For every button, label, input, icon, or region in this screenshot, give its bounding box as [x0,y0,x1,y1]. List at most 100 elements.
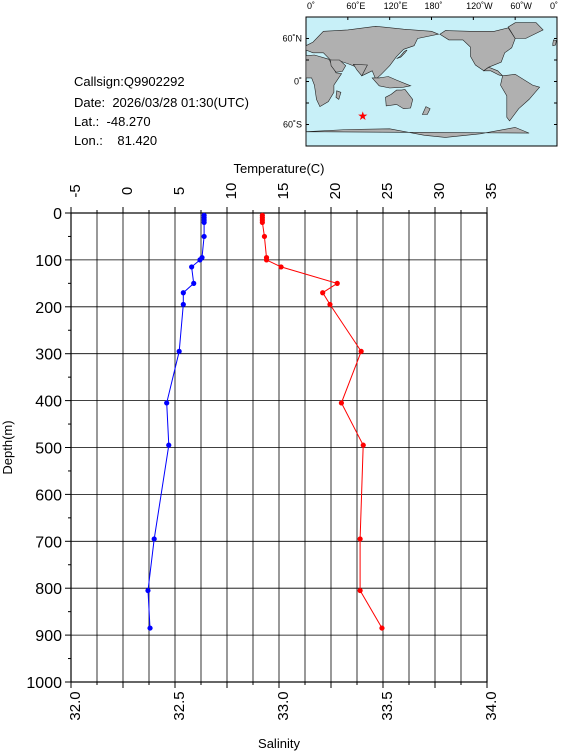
map-lon-label: 180˚ [424,1,442,11]
temperature-tick-label: 10 [223,183,240,200]
temperature-axis-title: Temperature(C) [233,161,324,176]
series-layer [145,212,385,631]
japan-shape [396,49,408,59]
salinity-point [151,536,157,542]
callsign-value: Q9902292 [123,74,185,89]
salinity-point [147,625,153,631]
temperature-point [379,625,385,631]
northamerica-shape [439,27,516,72]
salinity-point [166,442,172,448]
temperature-point [263,257,270,263]
depth-tick-label: 400 [35,394,62,411]
temperature-tick-label: 5 [171,187,188,195]
salinity-point [197,257,203,263]
antarctica-shape [305,127,530,146]
lon-label: Lon.: [74,133,103,148]
salinity-tick-label: 34.0 [483,691,500,720]
depth-tick-label: 200 [35,300,62,317]
salinity-tick-label: 32.5 [171,691,188,720]
temperature-point [357,536,363,542]
map-lat-label: 0˚ [294,77,302,87]
map-land [305,22,557,146]
newzealand-shape [421,106,431,115]
temperature-point [261,233,268,240]
map-lat-label: 60˚S [283,120,302,130]
map-labels: 0˚ 60˚E 120˚E 180˚ 120˚W 60˚W 0˚ 60˚N 0˚ 60˚S [282,1,558,130]
temperature-point [334,280,340,286]
greenland-shape [507,22,544,39]
map-lon-label: 0˚ [550,1,558,11]
depth-tick-label: 0 [53,206,62,223]
depth-tick-label: 300 [35,347,62,364]
profile-chart: -5 0 5 10 15 20 25 30 35 32.0 32.5 33.0 33.5 34.0 0 1… [0,161,500,751]
temperature-tick-label: 20 [327,183,344,200]
lat-line: Lat.: -48.270 [74,114,151,129]
salinity-point [191,280,197,286]
map-lon-label: 0˚ [307,1,315,11]
temperature-point [320,290,326,296]
temperature-tick-label: 25 [379,183,396,200]
station-marker: ★ [357,109,368,123]
depth-tick-label: 700 [35,534,62,551]
temperature-point [358,348,364,354]
salinity-tick-label: 33.5 [379,691,396,720]
temperature-tick-label: 0 [119,187,136,195]
salinity-point [201,219,207,225]
salinity-tick-labels: 32.0 32.5 33.0 33.5 34.0 [67,691,500,720]
lat-label: Lat.: [74,114,100,129]
salinity-point [176,348,182,354]
temperature-tick-label: 15 [275,183,292,200]
date-line: Date: 2026/03/28 01:30(UTC) [74,95,249,110]
map-lon-label: 60˚W [510,1,532,11]
map-ticks [305,16,558,147]
depth-tick-labels: 0 100 200 300 400 500 600 700 800 900 1000 [26,206,62,692]
temperature-point [338,400,344,406]
temperature-tick-label: 35 [483,183,500,200]
lon-value: 81.420 [117,133,158,148]
salinity-point [201,233,207,240]
date-label: Date: [74,95,106,110]
lat-value: -48.270 [106,114,151,129]
plot-frame [70,212,488,683]
map-lon-label: 120˚E [384,1,408,11]
temperature-line [261,215,383,629]
date-value: 2026/03/28 01:30(UTC) [112,95,249,110]
salinity-point [180,290,186,296]
salinity-tick-label: 32.0 [67,691,84,720]
salinity-point [164,400,170,406]
temperature-point [360,442,366,448]
salinity-axis-title: Salinity [258,736,300,751]
minor-ticks [65,207,488,688]
temperature-tick-label: -5 [67,184,84,197]
seasia-shape [371,76,412,89]
salinity-point [189,264,195,270]
chart-grid [71,213,487,682]
map-lat-label: 60˚N [282,34,302,44]
temperature-point [278,264,284,270]
australia-shape [385,89,414,110]
temperature-tick-label: 30 [431,183,448,200]
salinity-point [145,587,151,594]
india-shape [352,63,368,77]
salinity-line [147,215,205,629]
depth-axis-title: Depth(m) [0,420,15,474]
map-lon-label: 120˚W [466,1,493,11]
depth-tick-label: 100 [35,253,62,270]
temperature-point [327,301,333,308]
salinity-point [180,301,186,308]
temperature-point [259,219,265,225]
temperature-point [357,587,363,594]
salinity-tick-label: 33.0 [275,691,292,720]
depth-tick-label: 600 [35,487,62,504]
depth-tick-label: 900 [35,628,62,645]
madagascar-shape [335,90,342,100]
depth-tick-label: 1000 [26,675,62,692]
callsign-label: Callsign: [74,74,124,89]
lon-line: Lon.: 81.420 [74,133,157,148]
temperature-tick-labels: -5 0 5 10 15 20 25 30 35 [67,183,500,200]
depth-tick-label: 500 [35,441,62,458]
arabia-shape [330,59,347,73]
callsign-line: Callsign:Q9902292 [74,74,185,89]
britain-shape [552,39,557,47]
world-map: 0˚ 60˚E 120˚E 180˚ 120˚W 60˚W 0˚ 60˚N 0˚ 60˚S ★ [282,1,558,147]
